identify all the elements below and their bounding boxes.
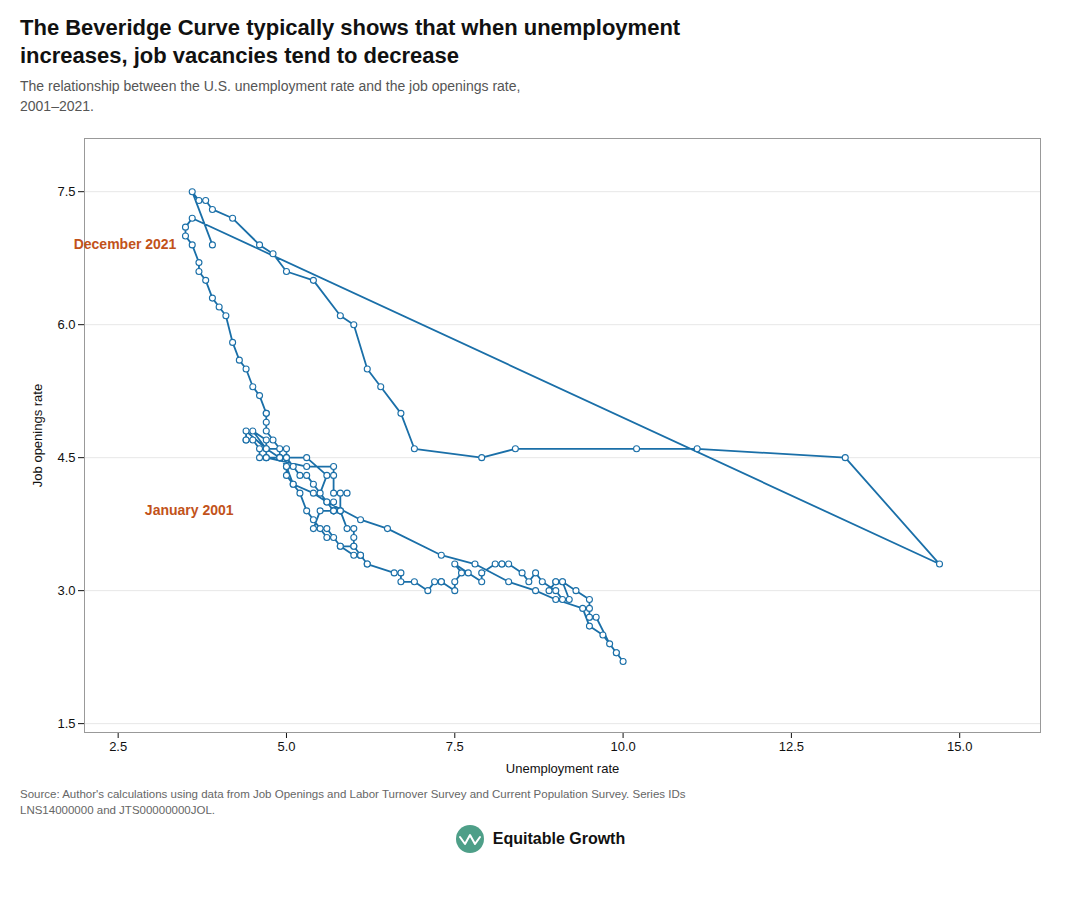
svg-text:Unemployment rate: Unemployment rate	[506, 761, 619, 776]
svg-text:1.5: 1.5	[57, 716, 75, 731]
svg-text:7.5: 7.5	[446, 739, 464, 754]
svg-text:December 2021: December 2021	[74, 237, 177, 253]
svg-text:4.5: 4.5	[57, 450, 75, 465]
html-text:The relationship between the U: The relationship between the U.S. unempl…	[20, 78, 521, 114]
svg-text:January 2001: January 2001	[145, 503, 234, 519]
svg-text:12.5: 12.5	[779, 739, 804, 754]
svg-text:Job openings rate: Job openings rate	[30, 384, 45, 487]
svg-text:15.0: 15.0	[947, 739, 972, 754]
html-text:Source: Author's calculations: Source: Author's calculations using data…	[20, 788, 686, 817]
svg-text:5.0: 5.0	[277, 739, 295, 754]
svg-text:3.0: 3.0	[57, 583, 75, 598]
svg-text:2.5: 2.5	[109, 739, 127, 754]
html-text:Equitable Growth: Equitable Growth	[492, 830, 626, 848]
svg-text:7.5: 7.5	[57, 184, 75, 199]
html-text:The Beveridge Curve typically: The Beveridge Curve typically shows that…	[20, 15, 681, 68]
svg-text:10.0: 10.0	[610, 739, 635, 754]
svg-text:6.0: 6.0	[57, 317, 75, 332]
